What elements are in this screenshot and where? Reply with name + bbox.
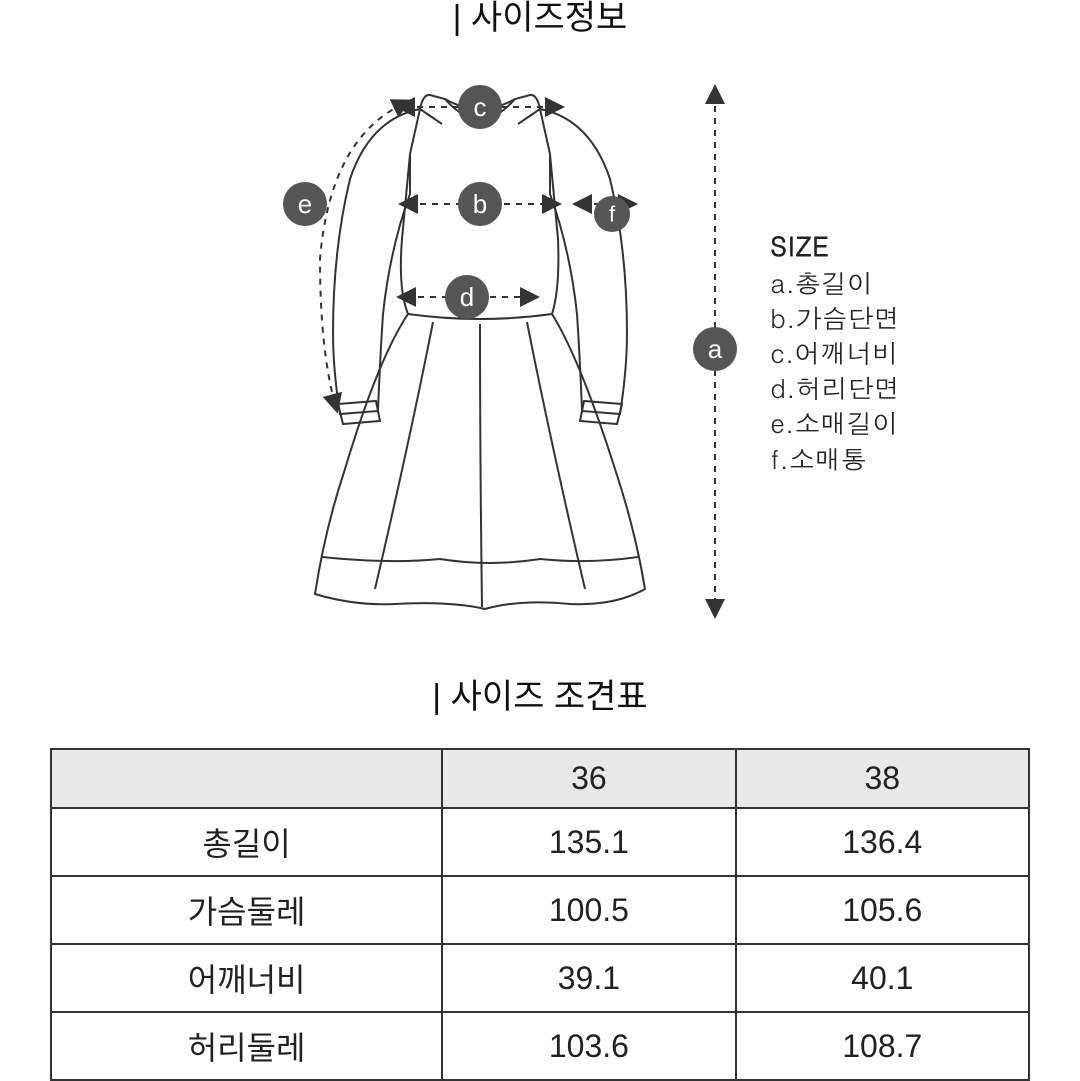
legend-item: f.소매통 xyxy=(770,442,899,477)
legend-item: b.가슴단면 xyxy=(770,301,899,336)
legend-item: c.어깨너비 xyxy=(770,336,899,371)
table-cell: 108.7 xyxy=(736,1012,1029,1080)
table-header-row: 36 38 xyxy=(51,749,1029,808)
table-cell: 103.6 xyxy=(442,1012,735,1080)
table-cell: 총길이 xyxy=(51,808,442,876)
table-cell: 가슴둘레 xyxy=(51,876,442,944)
marker-c: c xyxy=(458,85,502,129)
table-cell: 40.1 xyxy=(736,944,1029,1012)
table-row: 어깨너비 39.1 40.1 xyxy=(51,944,1029,1012)
table-cell: 100.5 xyxy=(442,876,735,944)
svg-text:e: e xyxy=(298,189,312,219)
svg-text:a: a xyxy=(708,334,723,364)
table-row: 가슴둘레 100.5 105.6 xyxy=(51,876,1029,944)
table-cell: 39.1 xyxy=(442,944,735,1012)
dress-diagram: a b c d e xyxy=(220,59,740,619)
svg-text:d: d xyxy=(460,282,474,312)
size-table: 36 38 총길이 135.1 136.4 가슴둘레 100.5 105.6 어… xyxy=(50,748,1030,1081)
svg-text:c: c xyxy=(474,92,487,122)
size-legend: SIZE a.총길이 b.가슴단면 c.어깨너비 d.허리단면 e.소매길이 f… xyxy=(770,229,899,477)
table-cell: 135.1 xyxy=(442,808,735,876)
legend-item: e.소매길이 xyxy=(770,406,899,441)
legend-item: a.총길이 xyxy=(770,266,899,301)
table-cell: 허리둘레 xyxy=(51,1012,442,1080)
legend-item: d.허리단면 xyxy=(770,371,899,406)
marker-b: b xyxy=(458,182,502,226)
table-header-cell: 36 xyxy=(442,749,735,808)
svg-text:f: f xyxy=(609,202,616,227)
table-header-cell xyxy=(51,749,442,808)
table-row: 허리둘레 103.6 108.7 xyxy=(51,1012,1029,1080)
table-cell: 105.6 xyxy=(736,876,1029,944)
top-title: | 사이즈정보 xyxy=(50,0,1030,39)
svg-text:b: b xyxy=(473,189,487,219)
table-cell: 어깨너비 xyxy=(51,944,442,1012)
page: | 사이즈정보 xyxy=(0,0,1080,1081)
marker-e: e xyxy=(283,182,327,226)
table-title: | 사이즈 조견표 xyxy=(50,669,1030,718)
marker-d: d xyxy=(445,275,489,319)
legend-title: SIZE xyxy=(770,229,899,264)
table-header-cell: 38 xyxy=(736,749,1029,808)
marker-f: f xyxy=(594,196,630,232)
marker-a: a xyxy=(693,327,737,371)
table-row: 총길이 135.1 136.4 xyxy=(51,808,1029,876)
table-cell: 136.4 xyxy=(736,808,1029,876)
diagram-area: a b c d e xyxy=(90,59,1030,619)
